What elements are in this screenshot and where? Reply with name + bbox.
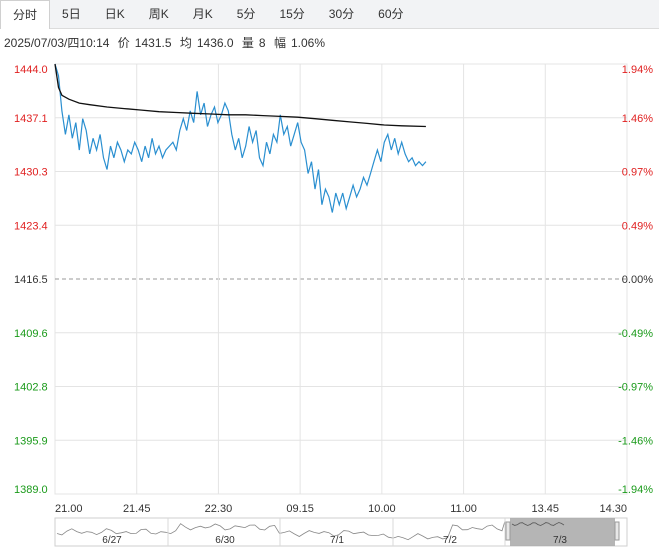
x-tick-label: 21.45: [123, 503, 151, 515]
y-tick-label-percent: 1.46%: [622, 113, 653, 125]
period-tabs: 分时 5日 日K 周K 月K 5分 15分 30分 60分: [0, 0, 659, 29]
navigator-day-label: 6/27: [102, 535, 122, 546]
time-navigator[interactable]: 6/27 6/30 7/1 7/2 7/3: [54, 517, 628, 547]
y-tick-label-price: 1437.1: [14, 113, 48, 125]
y-tick-label-price: 1402.8: [14, 382, 48, 394]
quote-volume-label: 量: [241, 36, 254, 50]
x-tick-label: 13.45: [532, 503, 560, 515]
tab-30min[interactable]: 30分: [328, 7, 355, 21]
y-axis-price-labels: 1444.0 1437.1 1430.3 1423.4 1416.5 1409.6 1402…: [14, 64, 48, 496]
y-axis-percent-labels: 1.94% 1.46% 0.97% 0.49% 0.00% -0.49% -0.97% -1.…: [618, 64, 653, 496]
quote-amplitude-label: 幅: [273, 36, 286, 50]
y-tick-label-percent: 1.94%: [622, 64, 653, 76]
price-line: [54, 63, 427, 213]
navigator-right-handle: [614, 521, 620, 541]
x-tick-label: 09.15: [286, 503, 314, 515]
chart-series: [54, 63, 427, 213]
y-tick-label-percent: -0.49%: [618, 328, 653, 340]
navigator-price-trace: [56, 520, 506, 541]
tab-daily-k[interactable]: 日K: [104, 7, 125, 21]
y-tick-label-percent: 0.97%: [622, 167, 653, 179]
y-tick-label-price: 1430.3: [14, 167, 48, 179]
tab-monthly-k[interactable]: 月K: [192, 7, 213, 21]
quote-avg-label: 均: [179, 36, 192, 50]
navigator-day-label: 7/3: [553, 535, 567, 546]
x-tick-label: 21.00: [55, 503, 83, 515]
quote-datetime: 2025/07/03/四10:14: [4, 36, 110, 50]
navigator-day-label: 6/30: [215, 535, 235, 546]
y-tick-label-price: 1416.5: [14, 274, 48, 286]
navigator-selected-window: [510, 518, 615, 546]
tab-5day[interactable]: 5日: [62, 7, 81, 21]
tab-weekly-k[interactable]: 周K: [148, 7, 169, 21]
navigator-selected-trace: [511, 522, 565, 526]
x-tick-label: 11.00: [450, 503, 477, 515]
quote-volume: 8: [258, 36, 266, 50]
quote-price: 1431.5: [134, 36, 172, 50]
y-tick-label-percent: 0.49%: [622, 220, 653, 232]
y-tick-label-percent: 0.00%: [622, 274, 653, 286]
quote-price-label: 价: [117, 36, 130, 50]
quote-avg: 1436.0: [196, 36, 234, 50]
x-tick-label: 14.30: [599, 503, 627, 515]
y-tick-label-price: 1389.0: [14, 484, 48, 496]
y-tick-label-price: 1444.0: [14, 64, 48, 76]
navigator-day-label: 7/1: [330, 535, 344, 546]
tab-5min[interactable]: 5分: [236, 7, 256, 21]
y-tick-label-price: 1395.9: [14, 435, 48, 447]
y-tick-label-price: 1409.6: [14, 328, 48, 340]
y-tick-label-percent: -1.94%: [618, 484, 653, 496]
tab-intraday[interactable]: 分时: [0, 0, 51, 29]
y-tick-label-price: 1423.4: [14, 220, 48, 232]
y-tick-label-percent: -1.46%: [618, 435, 653, 447]
x-tick-label: 22.30: [205, 503, 233, 515]
average-price-line: [54, 63, 426, 128]
x-tick-label: 10.00: [368, 503, 396, 515]
x-axis-time-labels: 21.00 21.45 22.30 09.15 10.00 11.00 13.45 14.30: [55, 503, 627, 515]
chart-grid: [54, 63, 628, 495]
tab-15min[interactable]: 15分: [279, 7, 305, 21]
tab-60min[interactable]: 60分: [378, 7, 404, 21]
y-tick-label-percent: -0.97%: [618, 382, 653, 394]
navigator-day-label: 7/2: [443, 535, 457, 546]
navigator-left-handle: [505, 521, 511, 541]
quote-amplitude: 1.06%: [290, 36, 325, 50]
